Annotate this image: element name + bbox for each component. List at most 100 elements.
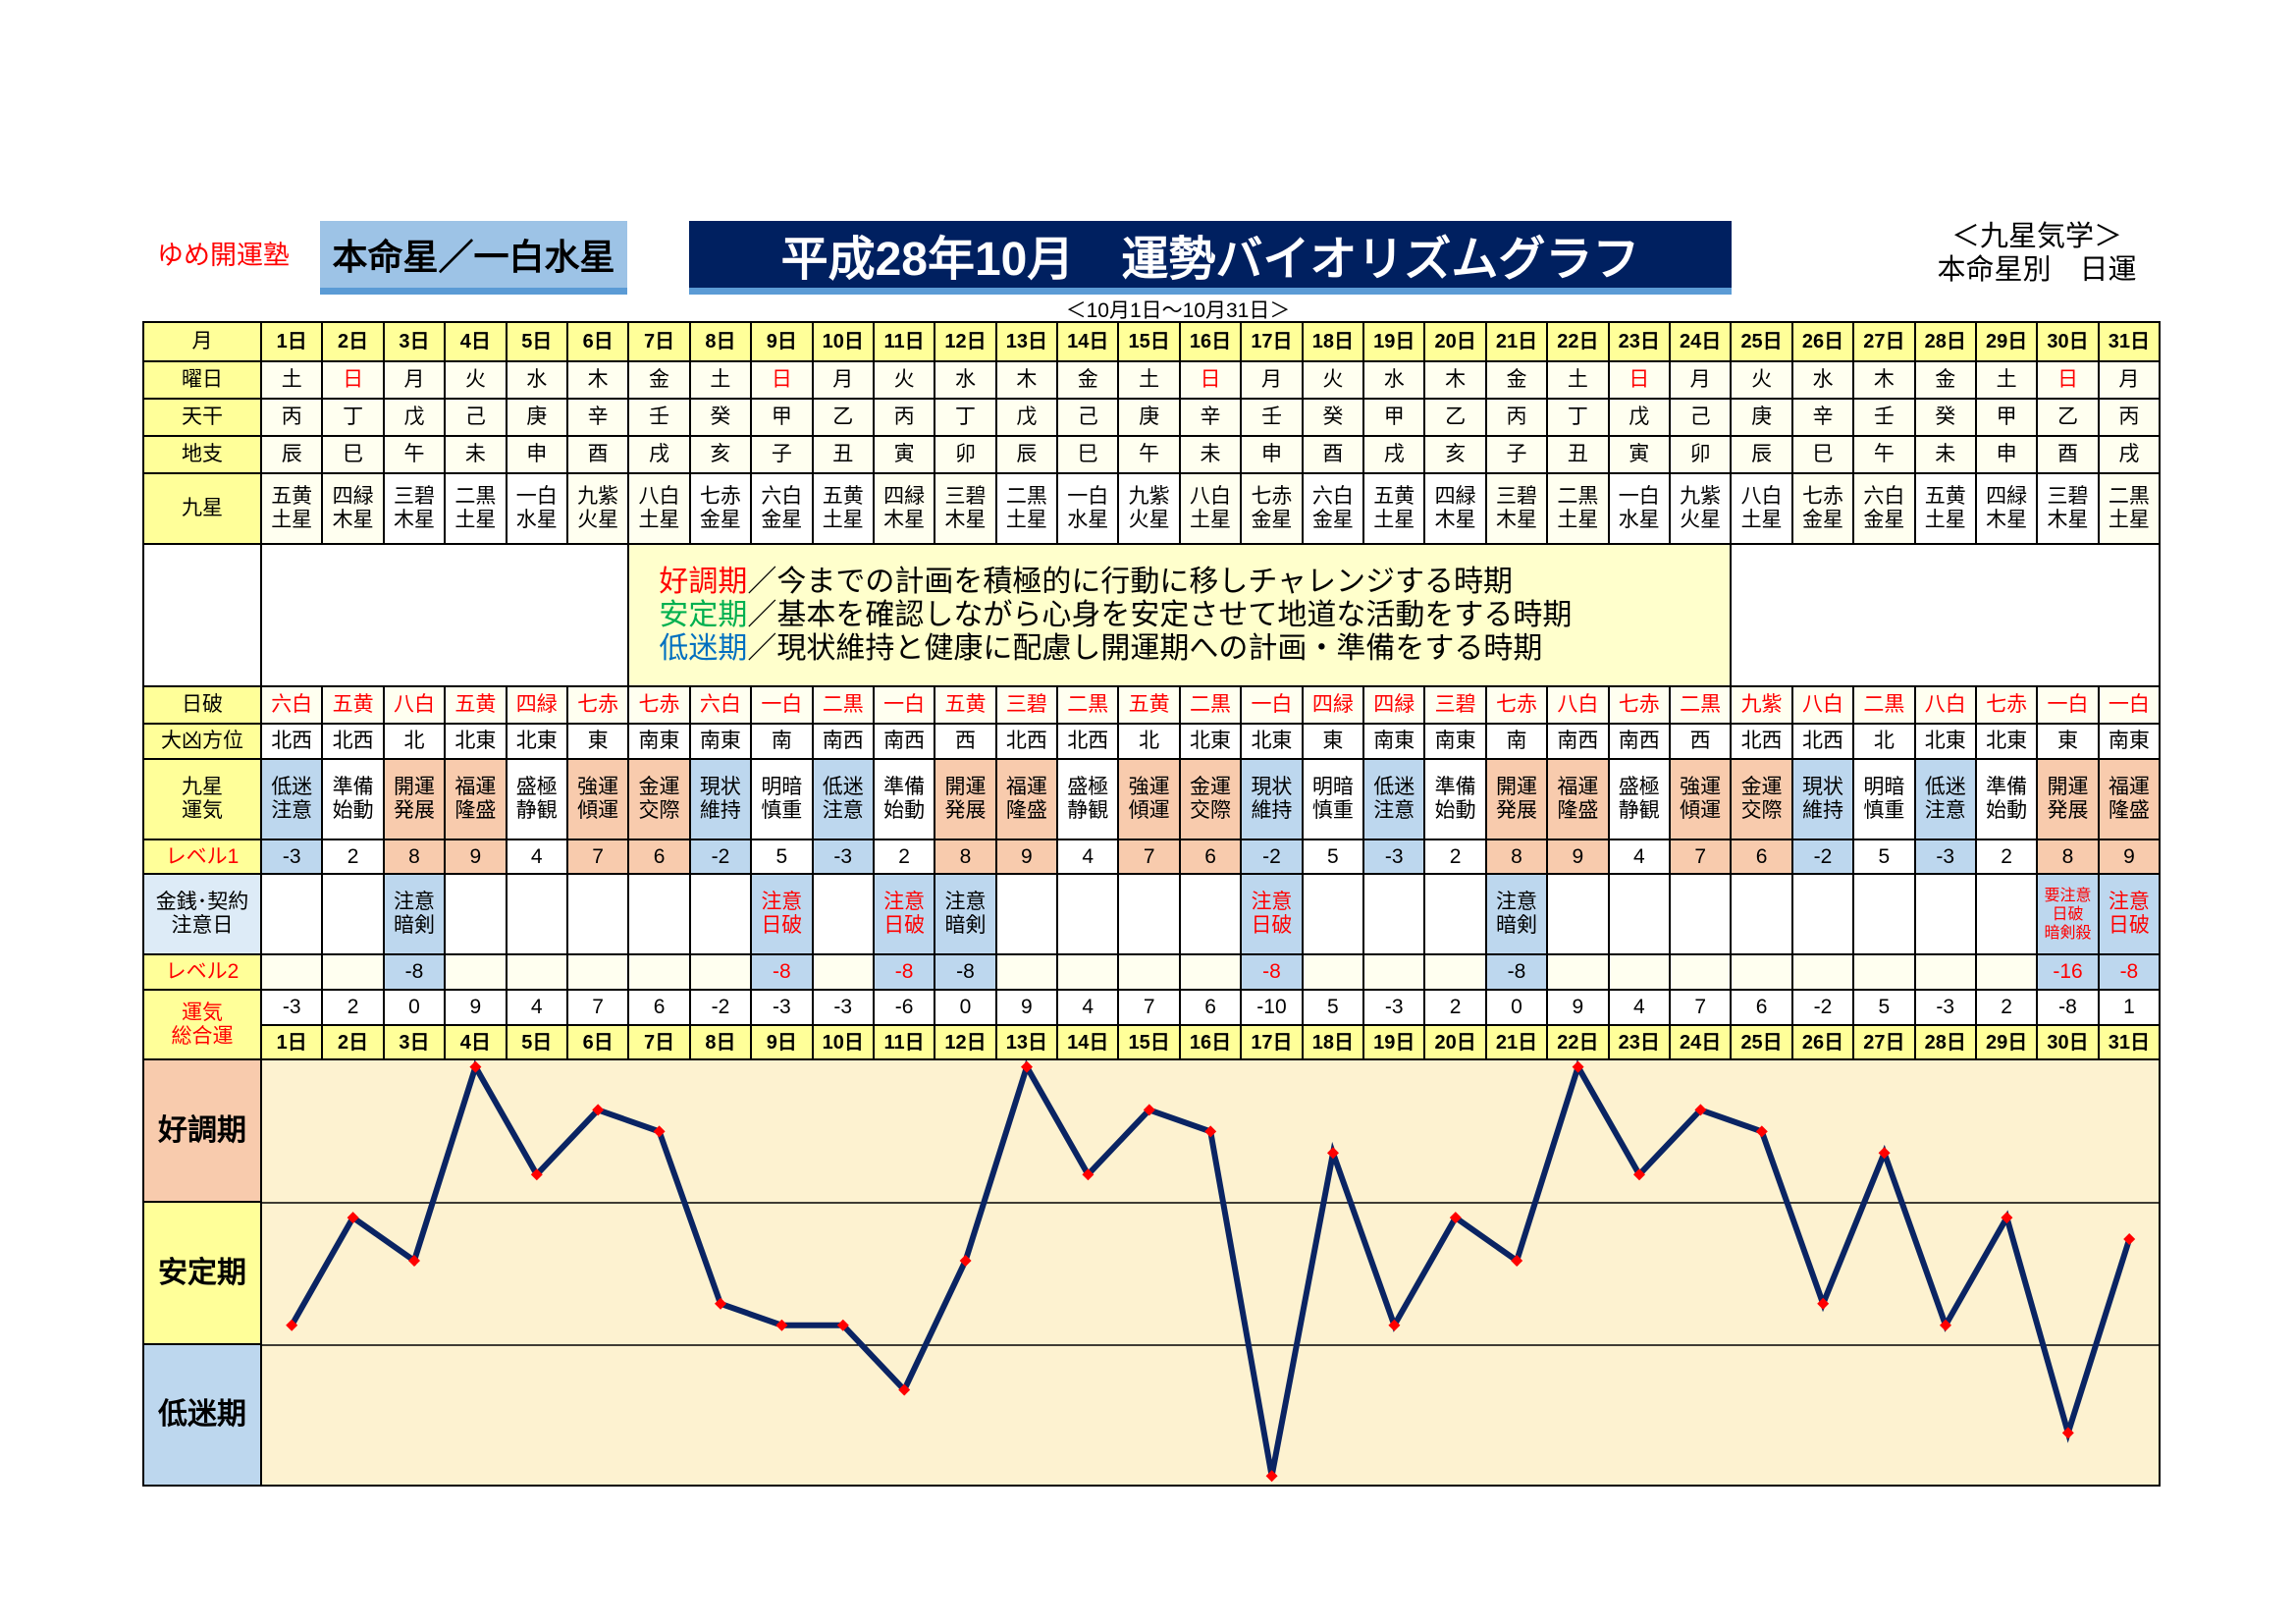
kan-cell: 丁	[935, 400, 995, 435]
total-cell: -8	[2038, 991, 2098, 1024]
day-footer: 2日	[323, 1026, 383, 1058]
caution-cell	[1609, 875, 1669, 953]
caution-cell	[813, 875, 873, 953]
nippa-cell: 三碧	[1425, 687, 1485, 723]
day-footer: 7日	[629, 1026, 689, 1058]
level1-cell: 2	[1976, 840, 2037, 873]
star-cell: 四緑 木星	[323, 474, 383, 543]
level1-cell: 8	[2038, 840, 2098, 873]
data-point	[1572, 1060, 1584, 1073]
star-cell: 二黒 土星	[2099, 474, 2160, 543]
data-point	[530, 1168, 543, 1181]
unki-cell: 福運 隆盛	[996, 760, 1057, 839]
star-cell: 七赤 金星	[690, 474, 751, 543]
weekday-cell: 火	[446, 362, 506, 398]
caution-cell	[262, 875, 322, 953]
day-footer: 29日	[1976, 1026, 2037, 1058]
unki-cell: 金運 交際	[1732, 760, 1791, 839]
kan-cell: 壬	[629, 400, 689, 435]
unki-cell-line: 慎重	[1311, 799, 1354, 822]
star-cell-line: 木星	[1496, 509, 1537, 531]
unki-cell-line: 明暗	[1311, 776, 1354, 798]
star-cell-line: 水星	[1067, 509, 1109, 531]
label-caution-line: 注意日	[171, 914, 234, 937]
shi-cell: 子	[752, 437, 812, 472]
caution-cell	[1854, 875, 1914, 953]
star-cell-line: 金星	[699, 509, 741, 531]
weekday-cell: 木	[1854, 362, 1914, 398]
total-cell: -2	[1792, 991, 1853, 1024]
caution-cell-line: 注意	[883, 891, 926, 913]
total-cell: 0	[935, 991, 995, 1024]
caution-cell	[1058, 875, 1118, 953]
star-cell-line: 六白	[761, 485, 803, 508]
star-cell-line: 八白	[1190, 485, 1232, 508]
level1-cell: 2	[1425, 840, 1485, 873]
direction-cell: 南	[752, 725, 812, 758]
star-cell: 三碧 木星	[1486, 474, 1547, 543]
star-cell-line: 八白	[638, 485, 680, 508]
unki-cell-line: 注意	[1373, 799, 1415, 822]
caution-cell-line: 日破	[2052, 905, 2084, 923]
star-cell: 四緑 木星	[1425, 474, 1485, 543]
unki-cell-line: 静観	[1618, 799, 1660, 822]
level1-cell: 4	[1058, 840, 1118, 873]
nippa-cell: 八白	[1792, 687, 1853, 723]
total-cell: -2	[690, 991, 751, 1024]
level2-cell	[1609, 955, 1669, 989]
label-unki-line: 九星	[182, 776, 223, 798]
kan-cell: 乙	[2038, 400, 2098, 435]
weekday-cell: 月	[2099, 362, 2160, 398]
unki-cell-line: 維持	[1801, 799, 1843, 822]
unki-cell: 強運 傾運	[1670, 760, 1731, 839]
total-cell: -3	[1915, 991, 1975, 1024]
unki-cell-line: 始動	[332, 799, 374, 822]
biorhythm-chart	[262, 1060, 2160, 1485]
level1-cell: 7	[1670, 840, 1731, 873]
day-header: 29日	[1976, 323, 2037, 360]
unki-cell: 準備 始動	[323, 760, 383, 839]
unki-cell-line: 強運	[577, 776, 619, 798]
unki-cell-line: 始動	[1986, 799, 2028, 822]
brand-name: ゆめ開運塾	[157, 241, 290, 270]
shi-cell: 午	[1119, 437, 1179, 472]
caution-cell-line: 日破	[883, 914, 926, 937]
star-cell-line: 金星	[1311, 509, 1354, 531]
day-header: 24日	[1670, 323, 1731, 360]
star-cell-line: 土星	[2108, 509, 2150, 531]
caution-cell-line: 暗剣殺	[2044, 924, 2092, 942]
caution-cell	[996, 875, 1057, 953]
level2-cell: -8	[752, 955, 812, 989]
day-footer: 26日	[1792, 1026, 1853, 1058]
kan-cell: 癸	[690, 400, 751, 435]
unki-cell-line: 準備	[1434, 776, 1476, 798]
unki-cell-line: 傾運	[1680, 799, 1722, 822]
nippa-cell: 二黒	[1058, 687, 1118, 723]
kan-cell: 丙	[874, 400, 934, 435]
star-cell-line: 二黒	[454, 485, 497, 508]
star-cell-line: 金星	[1251, 509, 1293, 531]
total-cell: -10	[1242, 991, 1302, 1024]
weekday-cell: 金	[1058, 362, 1118, 398]
weekday-cell: 金	[629, 362, 689, 398]
data-point	[1511, 1254, 1523, 1267]
label-caution: 金銭･契約 注意日	[144, 875, 260, 953]
star-cell-line: 木星	[2047, 509, 2089, 531]
legend-item: 低迷期／現状維持と健康に配慮し開運期への計画・準備をする時期	[659, 632, 1542, 666]
unki-cell-line: 注意	[822, 799, 864, 822]
level1-cell: -3	[262, 840, 322, 873]
caution-cell	[567, 875, 628, 953]
weekday-cell: 日	[752, 362, 812, 398]
weekday-cell: 水	[935, 362, 995, 398]
nippa-cell: 七赤	[567, 687, 628, 723]
star-cell: 二黒 土星	[446, 474, 506, 543]
unki-cell-line: 隆盛	[1557, 799, 1599, 822]
level1-cell: -3	[1364, 840, 1424, 873]
level1-cell: -2	[1792, 840, 1853, 873]
day-footer: 5日	[507, 1026, 566, 1058]
level1-cell: 2	[323, 840, 383, 873]
total-cell: 4	[1609, 991, 1669, 1024]
shi-cell: 未	[446, 437, 506, 472]
label-caution-line: 金銭･契約	[155, 891, 249, 913]
star-cell-line: 七赤	[699, 485, 741, 508]
